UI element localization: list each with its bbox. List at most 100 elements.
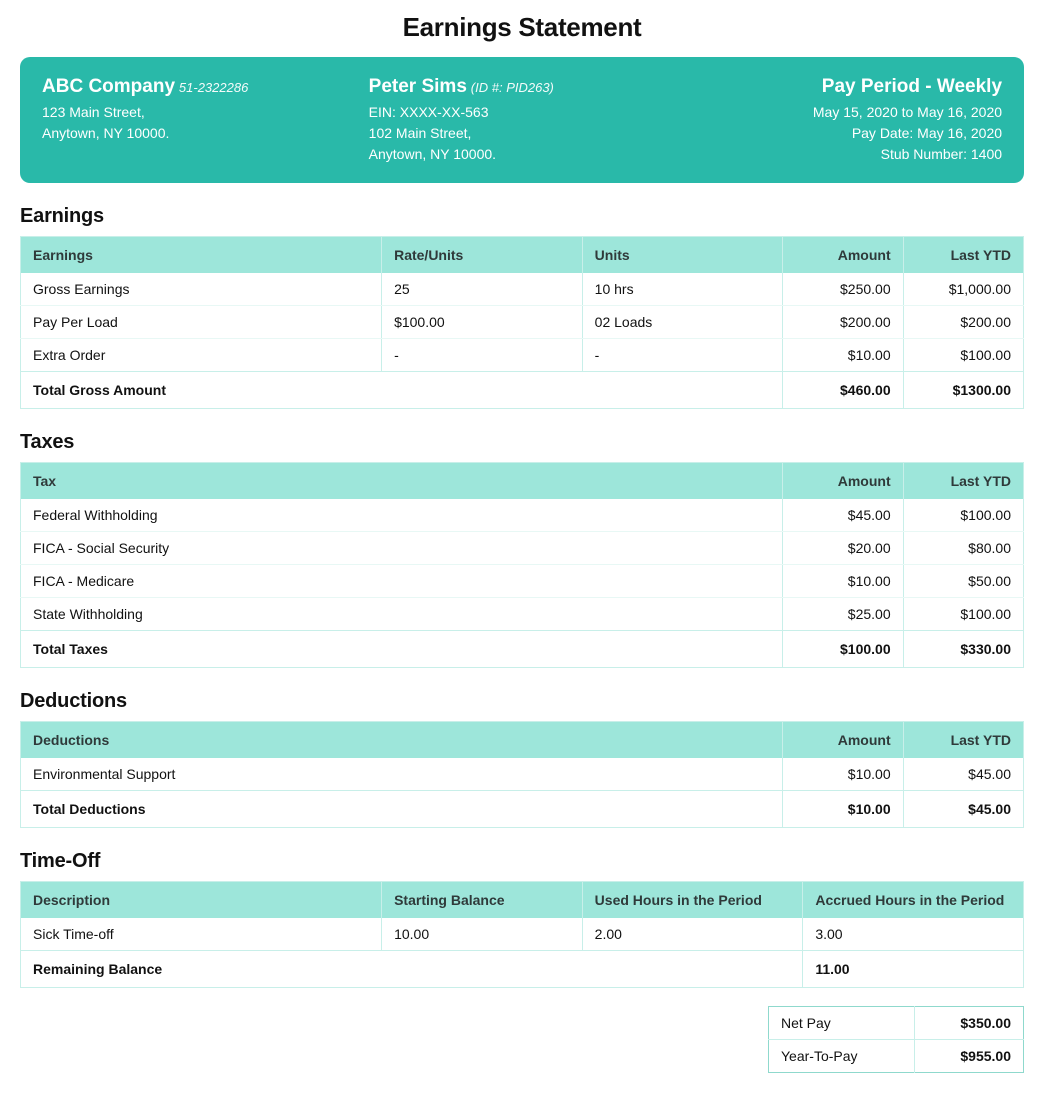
th-rate: Rate/Units (382, 236, 583, 273)
cell: $80.00 (903, 531, 1023, 564)
employee-name: Peter Sims (369, 76, 467, 97)
cell: Gross Earnings (21, 273, 382, 306)
table-header-row: Earnings Rate/Units Units Amount Last YT… (21, 236, 1024, 273)
cell: $10.00 (783, 338, 903, 371)
th-description: Description (21, 881, 382, 918)
ytp-row: Year-To-Pay $955.00 (769, 1039, 1024, 1072)
cell: 2.00 (582, 918, 803, 951)
cell: $100.00 (903, 597, 1023, 630)
table-row: Environmental Support $10.00 $45.00 (21, 758, 1024, 791)
net-pay-row: Net Pay $350.00 (769, 1006, 1024, 1039)
table-row: Gross Earnings 25 10 hrs $250.00 $1,000.… (21, 273, 1024, 306)
th-amount: Amount (783, 721, 903, 758)
earnings-table: Earnings Rate/Units Units Amount Last YT… (20, 236, 1024, 409)
total-label: Total Taxes (21, 630, 783, 667)
table-row: FICA - Social Security $20.00 $80.00 (21, 531, 1024, 564)
cell: 10.00 (382, 918, 583, 951)
cell: $45.00 (903, 758, 1023, 791)
net-pay-value: $350.00 (915, 1006, 1024, 1039)
cell: $45.00 (783, 499, 903, 532)
company-name: ABC Company (42, 76, 175, 97)
period-title: Pay Period - Weekly (695, 73, 1002, 102)
earnings-heading: Earnings (20, 205, 1024, 228)
th-units: Units (582, 236, 783, 273)
cell: $25.00 (783, 597, 903, 630)
th-tax: Tax (21, 462, 783, 499)
cell: $100.00 (382, 305, 583, 338)
cell: 3.00 (803, 918, 1024, 951)
remaining-value: 11.00 (803, 950, 1024, 987)
total-label: Total Deductions (21, 790, 783, 827)
cell: $20.00 (783, 531, 903, 564)
total-row: Total Deductions $10.00 $45.00 (21, 790, 1024, 827)
table-header-row: Description Starting Balance Used Hours … (21, 881, 1024, 918)
th-deduction: Deductions (21, 721, 783, 758)
total-ytd: $45.00 (903, 790, 1023, 827)
th-ytd: Last YTD (903, 721, 1023, 758)
stub-number: Stub Number: 1400 (695, 144, 1002, 165)
timeoff-table: Description Starting Balance Used Hours … (20, 881, 1024, 988)
cell: $200.00 (783, 305, 903, 338)
total-label: Total Gross Amount (21, 371, 783, 408)
cell: $10.00 (783, 758, 903, 791)
cell: 10 hrs (582, 273, 783, 306)
cell: Extra Order (21, 338, 382, 371)
total-amount: $460.00 (783, 371, 903, 408)
cell: $200.00 (903, 305, 1023, 338)
cell: $250.00 (783, 273, 903, 306)
summary-block: Net Pay $350.00 Year-To-Pay $955.00 (20, 1006, 1024, 1073)
cell: Sick Time-off (21, 918, 382, 951)
company-block: ABC Company 51-2322286 123 Main Street, … (42, 73, 349, 165)
total-amount: $10.00 (783, 790, 903, 827)
table-row: Sick Time-off 10.00 2.00 3.00 (21, 918, 1024, 951)
company-addr1: 123 Main Street, (42, 102, 349, 123)
ytp-label: Year-To-Pay (769, 1039, 915, 1072)
th-amount: Amount (783, 236, 903, 273)
th-earnings: Earnings (21, 236, 382, 273)
total-row: Total Gross Amount $460.00 $1300.00 (21, 371, 1024, 408)
th-used: Used Hours in the Period (582, 881, 803, 918)
cell: $100.00 (903, 338, 1023, 371)
th-amount: Amount (783, 462, 903, 499)
deductions-table: Deductions Amount Last YTD Environmental… (20, 721, 1024, 828)
summary-table: Net Pay $350.00 Year-To-Pay $955.00 (768, 1006, 1024, 1073)
table-header-row: Deductions Amount Last YTD (21, 721, 1024, 758)
cell: State Withholding (21, 597, 783, 630)
cell: Pay Per Load (21, 305, 382, 338)
th-ytd: Last YTD (903, 236, 1023, 273)
th-start: Starting Balance (382, 881, 583, 918)
taxes-heading: Taxes (20, 431, 1024, 454)
cell: - (582, 338, 783, 371)
taxes-table: Tax Amount Last YTD Federal Withholding … (20, 462, 1024, 668)
ytp-value: $955.00 (915, 1039, 1024, 1072)
cell: FICA - Medicare (21, 564, 783, 597)
remaining-label: Remaining Balance (21, 950, 803, 987)
pay-date: Pay Date: May 16, 2020 (695, 123, 1002, 144)
employee-id: (ID #: PID263) (471, 80, 554, 95)
cell: 02 Loads (582, 305, 783, 338)
page-title: Earnings Statement (20, 12, 1024, 43)
th-ytd: Last YTD (903, 462, 1023, 499)
cell: 25 (382, 273, 583, 306)
total-ytd: $330.00 (903, 630, 1023, 667)
total-row: Total Taxes $100.00 $330.00 (21, 630, 1024, 667)
total-ytd: $1300.00 (903, 371, 1023, 408)
cell: FICA - Social Security (21, 531, 783, 564)
cell: $100.00 (903, 499, 1023, 532)
employee-ein: EIN: XXXX-XX-563 (369, 102, 676, 123)
deductions-heading: Deductions (20, 690, 1024, 713)
table-row: Federal Withholding $45.00 $100.00 (21, 499, 1024, 532)
cell: $10.00 (783, 564, 903, 597)
net-pay-label: Net Pay (769, 1006, 915, 1039)
employee-block: Peter Sims (ID #: PID263) EIN: XXXX-XX-5… (369, 73, 676, 165)
employee-addr2: Anytown, NY 10000. (369, 144, 676, 165)
th-accrued: Accrued Hours in the Period (803, 881, 1024, 918)
employee-addr1: 102 Main Street, (369, 123, 676, 144)
company-id: 51-2322286 (179, 80, 248, 95)
table-row: Extra Order - - $10.00 $100.00 (21, 338, 1024, 371)
total-amount: $100.00 (783, 630, 903, 667)
cell: Environmental Support (21, 758, 783, 791)
timeoff-heading: Time-Off (20, 850, 1024, 873)
table-header-row: Tax Amount Last YTD (21, 462, 1024, 499)
cell: $1,000.00 (903, 273, 1023, 306)
